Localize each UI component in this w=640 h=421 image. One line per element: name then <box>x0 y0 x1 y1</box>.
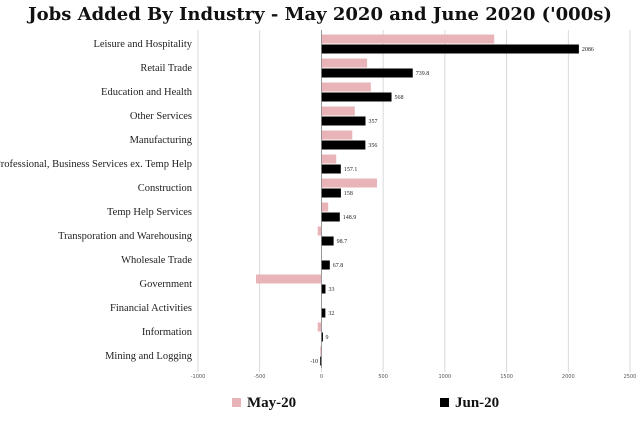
jun-data-label: 158 <box>344 191 353 197</box>
may-bar <box>256 274 322 284</box>
x-tick-label: -500 <box>254 374 265 380</box>
category-label: Construction <box>138 183 193 194</box>
may-bar <box>321 130 353 140</box>
category-label: Financial Activities <box>110 303 192 314</box>
jun-bar <box>321 92 392 102</box>
category-label: Information <box>142 327 193 338</box>
x-tick-label: 2000 <box>562 374 575 380</box>
x-tick-label: 500 <box>378 374 388 380</box>
jun-data-label: 9 <box>326 335 329 341</box>
jun-bar <box>321 140 366 150</box>
may-bar <box>321 202 329 212</box>
jun-data-label: -10 <box>310 359 318 365</box>
category-label: Leisure and Hospitality <box>93 39 192 50</box>
jun-data-label: 568 <box>395 95 404 101</box>
legend-swatch-may <box>232 398 241 407</box>
may-bar <box>321 82 371 92</box>
jun-bar <box>321 236 334 246</box>
jun-data-label: 357 <box>368 119 377 125</box>
jun-bar <box>321 260 330 270</box>
chart-title: Jobs Added By Industry - May 2020 and Ju… <box>28 4 612 25</box>
jun-data-label: 356 <box>368 143 377 149</box>
category-label: Transporation and Warehousing <box>58 231 193 242</box>
jun-data-label: 98.7 <box>337 239 348 245</box>
jun-bar <box>321 332 323 342</box>
may-bar <box>321 154 337 164</box>
category-label: Wholesale Trade <box>121 255 192 266</box>
jun-data-label: 148.9 <box>343 215 357 221</box>
category-label: Temp Help Services <box>107 207 192 218</box>
jun-bar <box>321 284 326 294</box>
category-label: Government <box>140 279 193 290</box>
jun-bar <box>321 164 341 174</box>
x-tick-label: 1000 <box>438 374 451 380</box>
may-bar <box>321 178 377 188</box>
category-label: Education and Health <box>101 87 193 98</box>
jun-bar <box>321 68 413 78</box>
may-bar <box>321 106 355 116</box>
may-bar <box>320 346 322 356</box>
jun-data-label: 67.8 <box>333 263 344 269</box>
jun-bar <box>320 356 322 366</box>
jun-bar <box>321 44 579 54</box>
legend-swatch-jun <box>440 398 449 407</box>
x-tick-label: 0 <box>320 374 323 380</box>
may-bar <box>317 226 322 236</box>
x-tick-label: -1000 <box>191 374 206 380</box>
may-bar <box>317 322 322 332</box>
legend-label-jun: Jun-20 <box>455 395 499 411</box>
category-label: Professional, Business Services ex. Temp… <box>0 159 192 170</box>
jun-data-label: 2086 <box>582 47 594 53</box>
x-tick-label: 2500 <box>624 374 637 380</box>
jun-data-label: 32 <box>328 311 334 317</box>
jun-bar <box>321 116 366 126</box>
legend-label-may: May-20 <box>247 395 296 411</box>
jun-data-label: 739.8 <box>416 71 430 77</box>
category-label: Mining and Logging <box>105 351 193 362</box>
category-label: Manufacturing <box>130 135 193 146</box>
may-bar <box>321 58 368 68</box>
category-label: Other Services <box>130 111 192 122</box>
may-bar <box>321 34 495 44</box>
jun-bar <box>321 188 341 198</box>
jun-bar <box>321 308 326 318</box>
jun-data-label: 33 <box>329 287 335 293</box>
jun-data-label: 157.1 <box>344 167 358 173</box>
category-label: Retail Trade <box>140 63 192 74</box>
jun-bar <box>321 212 340 222</box>
x-tick-label: 1500 <box>500 374 513 380</box>
